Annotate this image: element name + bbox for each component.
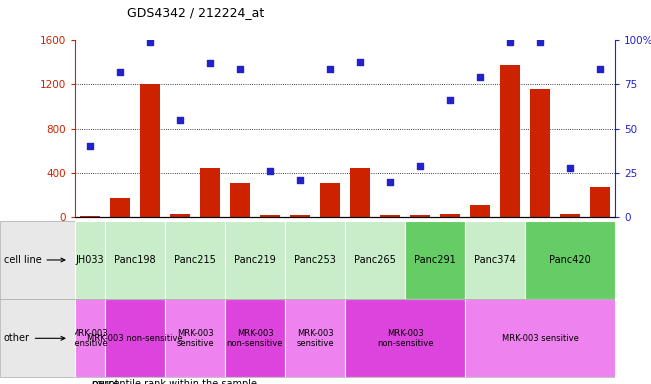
Point — [415, 163, 425, 169]
Bar — [230, 183, 250, 217]
Bar — [75, 299, 105, 377]
Text: Panc219: Panc219 — [234, 255, 276, 265]
Point — [265, 168, 275, 174]
Text: Panc215: Panc215 — [174, 255, 216, 265]
Bar — [465, 299, 615, 377]
Text: Panc420: Panc420 — [549, 255, 591, 265]
Bar — [260, 215, 280, 217]
Bar — [350, 169, 370, 217]
Bar — [225, 221, 285, 299]
Text: Panc265: Panc265 — [354, 255, 396, 265]
Bar — [345, 221, 405, 299]
Point — [174, 117, 185, 123]
Text: Panc374: Panc374 — [474, 255, 516, 265]
Text: MRK-003
sensitive: MRK-003 sensitive — [296, 329, 334, 348]
Point — [355, 58, 365, 65]
Point — [325, 66, 335, 72]
Bar — [80, 216, 100, 217]
Point — [385, 179, 395, 185]
Text: cell line: cell line — [4, 255, 65, 265]
Bar — [201, 169, 219, 217]
Bar — [440, 214, 460, 217]
Text: Panc198: Panc198 — [114, 255, 156, 265]
Bar — [525, 221, 615, 299]
Bar — [165, 221, 225, 299]
Bar — [170, 214, 189, 217]
Bar — [140, 84, 159, 217]
Bar — [285, 299, 345, 377]
Bar — [410, 215, 430, 217]
Bar — [225, 299, 285, 377]
Bar — [501, 65, 520, 217]
Bar — [105, 299, 165, 377]
Bar — [465, 221, 525, 299]
Point — [565, 164, 575, 170]
Point — [85, 143, 95, 149]
Point — [115, 69, 125, 75]
Bar — [471, 205, 490, 217]
Text: other: other — [4, 333, 65, 343]
Point — [145, 39, 155, 45]
Bar — [110, 198, 130, 217]
Bar — [165, 299, 225, 377]
Bar — [0, 221, 75, 299]
Bar — [590, 187, 610, 217]
Bar — [290, 215, 310, 217]
Point — [535, 39, 546, 45]
Bar — [531, 89, 550, 217]
Text: MRK-003
sensitive: MRK-003 sensitive — [176, 329, 214, 348]
Text: MRK-003
non-sensitive: MRK-003 non-sensitive — [377, 329, 434, 348]
Point — [235, 66, 245, 72]
Bar — [0, 299, 75, 377]
Text: MRK-003
sensitive: MRK-003 sensitive — [71, 329, 109, 348]
Point — [505, 39, 516, 45]
Text: GDS4342 / 212224_at: GDS4342 / 212224_at — [127, 6, 264, 19]
Point — [475, 74, 485, 81]
Text: MRK-003
non-sensitive: MRK-003 non-sensitive — [227, 329, 283, 348]
Bar — [105, 221, 165, 299]
Text: Panc253: Panc253 — [294, 255, 336, 265]
Text: percentile rank within the sample: percentile rank within the sample — [92, 379, 257, 384]
Bar — [75, 221, 105, 299]
Text: Panc291: Panc291 — [414, 255, 456, 265]
Point — [445, 97, 455, 103]
Bar — [405, 221, 465, 299]
Text: count: count — [92, 379, 120, 384]
Bar — [320, 183, 340, 217]
Bar — [380, 215, 400, 217]
Text: MRK-003 sensitive: MRK-003 sensitive — [502, 334, 579, 343]
Text: JH033: JH033 — [76, 255, 104, 265]
Text: MRK-003 non-sensitive: MRK-003 non-sensitive — [87, 334, 183, 343]
Bar — [345, 299, 465, 377]
Point — [595, 66, 605, 72]
Point — [204, 60, 215, 66]
Point — [295, 177, 305, 183]
Bar — [561, 214, 580, 217]
Bar — [285, 221, 345, 299]
